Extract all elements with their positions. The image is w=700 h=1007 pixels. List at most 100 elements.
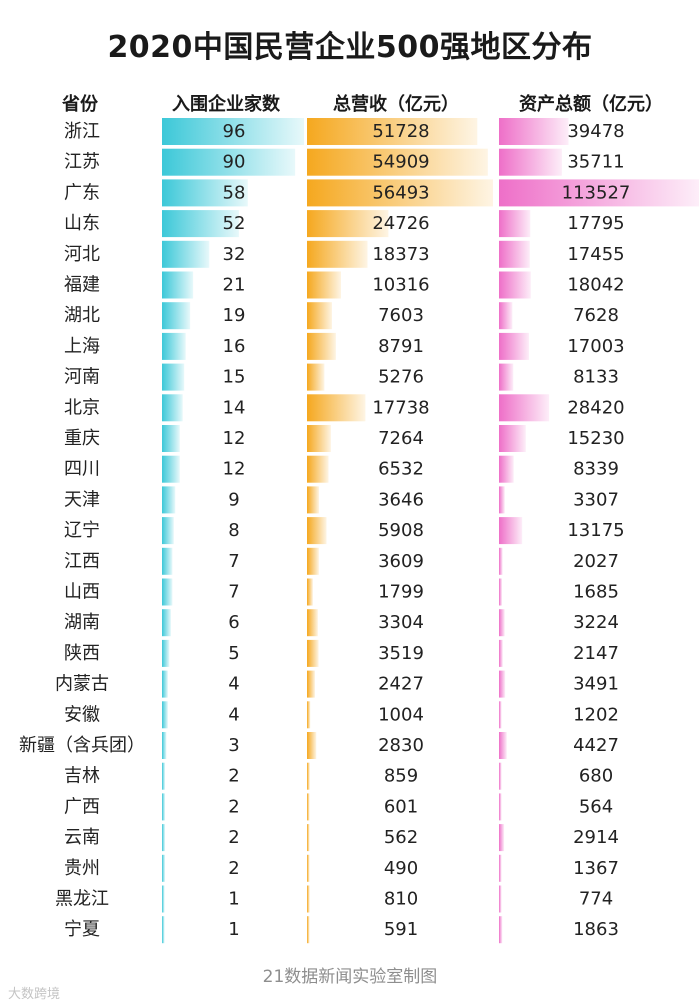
count-value-label: 52	[223, 213, 246, 234]
revenue-value-label: 54909	[372, 152, 429, 173]
count-bar	[162, 885, 165, 913]
province-label: 北京	[64, 397, 100, 418]
assets-value-label: 4427	[573, 735, 619, 756]
revenue-bar	[307, 854, 310, 882]
revenue-bar	[307, 578, 313, 606]
column-header-revenue: 总营收（亿元）	[333, 94, 459, 115]
assets-value-label: 17455	[567, 244, 624, 265]
count-value-label: 4	[228, 704, 239, 725]
table-row: 内蒙古 4 2427 3491	[55, 670, 619, 698]
revenue-bar	[307, 240, 368, 268]
province-label: 河南	[64, 367, 100, 388]
province-label: 天津	[64, 489, 100, 510]
province-label: 浙江	[64, 121, 100, 142]
count-bar	[162, 762, 165, 790]
table-row: 陕西 5 3519 2147	[64, 639, 619, 667]
province-label: 湖北	[64, 305, 100, 326]
count-bar	[162, 701, 168, 729]
assets-value-label: 17795	[567, 213, 624, 234]
revenue-value-label: 810	[384, 889, 418, 910]
count-value-label: 12	[223, 428, 246, 449]
assets-value-label: 1202	[573, 704, 619, 725]
count-value-label: 4	[228, 674, 239, 695]
assets-bar	[499, 578, 502, 606]
count-value-label: 16	[223, 336, 246, 357]
assets-bar	[499, 670, 506, 698]
source-note: 21数据新闻实验室制图	[262, 967, 438, 987]
count-value-label: 32	[223, 244, 246, 265]
province-label: 江西	[64, 551, 100, 572]
table-row: 河南 15 5276 8133	[64, 363, 619, 391]
count-value-label: 1	[228, 889, 239, 910]
revenue-value-label: 1799	[378, 582, 424, 603]
assets-value-label: 3491	[573, 674, 619, 695]
revenue-value-label: 7603	[378, 305, 424, 326]
revenue-value-label: 562	[384, 827, 418, 848]
table-row: 湖北 19 7603 7628	[64, 302, 619, 330]
count-bar	[162, 148, 296, 176]
count-bar	[162, 639, 170, 667]
table-row: 吉林 2 859 680	[64, 762, 613, 790]
revenue-value-label: 18373	[372, 244, 429, 265]
revenue-value-label: 490	[384, 858, 418, 879]
revenue-value-label: 7264	[378, 428, 424, 449]
revenue-bar	[307, 179, 493, 207]
revenue-value-label: 2427	[378, 674, 424, 695]
assets-bar	[499, 762, 502, 790]
table-row: 广东 58 56493 113527	[64, 179, 699, 207]
province-label: 广东	[64, 182, 100, 203]
table-row: 天津 9 3646 3307	[64, 486, 619, 514]
watermark: 大数跨境	[8, 987, 61, 1002]
count-value-label: 7	[228, 551, 239, 572]
assets-bar	[499, 885, 502, 913]
province-label: 陕西	[64, 643, 100, 664]
revenue-value-label: 3519	[378, 643, 424, 664]
assets-value-label: 1863	[573, 919, 619, 940]
count-bar	[162, 455, 180, 483]
assets-value-label: 13175	[567, 520, 624, 541]
count-value-label: 58	[223, 182, 246, 203]
assets-bar	[499, 824, 505, 852]
assets-bar	[499, 732, 507, 759]
revenue-value-label: 6532	[378, 459, 424, 480]
assets-value-label: 8133	[573, 367, 619, 388]
revenue-value-label: 2830	[378, 735, 424, 756]
revenue-bar	[307, 701, 311, 729]
count-value-label: 19	[223, 305, 246, 326]
province-label: 吉林	[64, 766, 100, 787]
table-row: 宁夏 1 591 1863	[64, 916, 619, 944]
table-row: 上海 16 8791 17003	[64, 332, 625, 360]
table-row: 广西 2 601 564	[64, 793, 613, 821]
revenue-bar	[307, 547, 319, 575]
count-bar	[162, 732, 167, 759]
assets-bar	[499, 517, 523, 545]
assets-value-label: 15230	[567, 428, 624, 449]
province-label: 辽宁	[64, 520, 100, 541]
assets-bar	[499, 240, 530, 268]
province-label: 广西	[64, 796, 100, 817]
province-label: 山西	[64, 582, 100, 603]
revenue-value-label: 8791	[378, 336, 424, 357]
count-bar	[162, 302, 191, 330]
count-value-label: 90	[223, 152, 246, 173]
revenue-bar	[307, 639, 319, 667]
province-label: 新疆（含兵团）	[19, 735, 145, 756]
assets-bar	[499, 210, 531, 238]
assets-bar	[499, 148, 562, 176]
table-row: 安徽 4 1004 1202	[64, 701, 619, 729]
count-value-label: 1	[228, 919, 239, 940]
revenue-value-label: 591	[384, 919, 418, 940]
revenue-value-label: 3609	[378, 551, 424, 572]
column-header-province: 省份	[62, 94, 98, 115]
province-label: 内蒙古	[55, 674, 109, 695]
table-row: 浙江 96 51728 39478	[64, 118, 625, 145]
count-bar	[162, 240, 210, 268]
count-bar	[162, 609, 171, 637]
assets-value-label: 3307	[573, 489, 619, 510]
count-value-label: 5	[228, 643, 239, 664]
assets-value-label: 17003	[567, 336, 624, 357]
province-label: 湖南	[64, 612, 100, 633]
assets-bar	[499, 302, 513, 330]
revenue-bar	[307, 486, 319, 514]
